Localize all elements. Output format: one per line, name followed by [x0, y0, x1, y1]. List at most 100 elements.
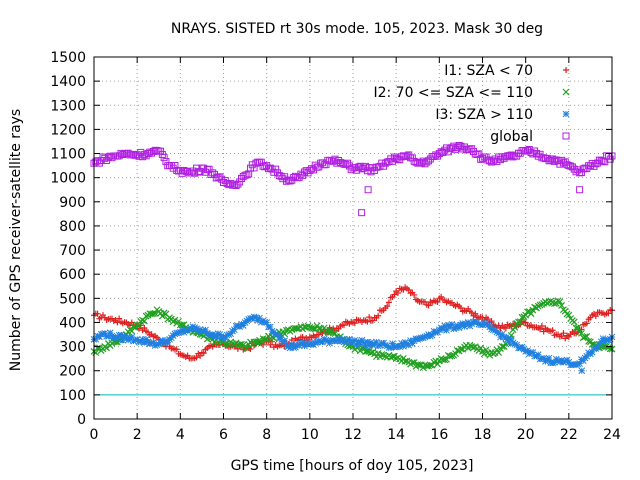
- data-point-fill: [216, 173, 224, 181]
- data-point-fill: [513, 341, 521, 349]
- data-point-fill: [322, 161, 330, 169]
- data-point-fill: [362, 162, 370, 170]
- data-point-fill: [464, 319, 472, 326]
- data-point-fill: [293, 325, 301, 333]
- data-point-fill: [398, 153, 406, 161]
- data-point-fill: [502, 325, 509, 332]
- data-point-fill: [541, 155, 549, 163]
- data-point-fill: [315, 325, 323, 332]
- data-point-fill: [531, 352, 539, 360]
- data-point-fill: [441, 322, 449, 330]
- x-tick-label: 16: [430, 427, 448, 443]
- data-point-fill: [390, 352, 398, 360]
- data-point-fill: [319, 338, 326, 346]
- data-point-fill: [509, 153, 517, 161]
- data-point-fill: [445, 298, 452, 305]
- y-tick-label: 0: [77, 412, 86, 428]
- data-point-fill: [288, 340, 296, 348]
- data-point-fill: [238, 340, 245, 348]
- data-point-fill: [337, 323, 344, 330]
- data-point-fill: [380, 351, 388, 359]
- data-point-fill: [410, 157, 418, 165]
- data-point-fill: [524, 308, 531, 316]
- data-point-fill: [477, 155, 485, 163]
- data-point-fill: [121, 332, 128, 340]
- data-point-fill: [401, 153, 409, 161]
- data-point-fill: [407, 337, 414, 344]
- data-point-fill: [444, 148, 452, 156]
- data-point-fill: [405, 341, 413, 349]
- x-tick-label: 6: [219, 427, 228, 443]
- legend-label: I1: SZA < 70: [444, 63, 533, 79]
- data-point-fill: [412, 362, 420, 370]
- data-point-fill: [400, 342, 407, 350]
- data-point-fill: [398, 339, 405, 347]
- data-point-fill: [160, 154, 168, 162]
- legend-marker: [563, 67, 569, 73]
- data-point-fill: [261, 318, 269, 326]
- data-point-fill: [194, 168, 202, 176]
- outlier-point: [576, 186, 584, 194]
- data-point-fill: [448, 352, 456, 360]
- data-point-fill: [378, 351, 386, 358]
- data-point-fill: [417, 159, 425, 167]
- data-point-fill: [434, 328, 441, 336]
- data-point-fill: [428, 331, 436, 339]
- legend-item: I2: 70 <= SZA <= 110: [373, 85, 570, 101]
- data-point-fill: [466, 341, 474, 349]
- data-point-fill: [488, 325, 495, 333]
- y-tick-label: 600: [59, 267, 86, 283]
- data-point-fill: [347, 339, 355, 347]
- data-point-fill: [131, 324, 139, 331]
- data-point-fill: [341, 322, 348, 329]
- data-point-fill: [292, 324, 299, 332]
- data-point-fill: [184, 167, 192, 175]
- data-point-fill: [394, 289, 401, 296]
- data-point: [306, 166, 314, 174]
- data-point-fill: [259, 162, 267, 170]
- data-point-fill: [286, 344, 294, 352]
- data-point: [252, 314, 260, 321]
- data-point-fill: [367, 349, 375, 357]
- y-tick-label: 1500: [50, 50, 86, 66]
- data-point-fill: [347, 166, 355, 174]
- data-point-fill: [552, 156, 560, 164]
- data-point-fill: [536, 355, 544, 363]
- data-point-fill: [250, 164, 258, 172]
- data-point-fill: [595, 156, 603, 164]
- data-point-fill: [498, 330, 506, 338]
- data-point-fill: [329, 336, 337, 344]
- data-point-fill: [365, 164, 373, 172]
- data-point-fill: [207, 342, 214, 349]
- data-point-fill: [229, 327, 236, 335]
- data-point-fill: [237, 174, 245, 182]
- legend-marker: [562, 88, 570, 96]
- data-point-fill: [549, 359, 556, 367]
- data-point-fill: [257, 158, 265, 166]
- data-point-fill: [529, 349, 537, 356]
- data-point-fill: [443, 326, 450, 334]
- data-point-fill: [153, 341, 161, 349]
- data-point-fill: [114, 334, 121, 342]
- data-point-fill: [453, 346, 461, 354]
- data-point-fill: [300, 168, 308, 176]
- data-point-fill: [92, 158, 100, 166]
- data-point-fill: [212, 332, 220, 340]
- data-point-fill: [308, 340, 315, 348]
- x-tick-label: 14: [387, 427, 405, 443]
- data-point-fill: [342, 160, 350, 168]
- data-point: [101, 329, 109, 337]
- data-point-fill: [421, 160, 429, 168]
- data-point-fill: [143, 328, 150, 335]
- data-point-fill: [572, 168, 580, 176]
- data-point-fill: [214, 173, 222, 181]
- data-point-fill: [385, 299, 392, 306]
- data-point-fill: [326, 157, 334, 165]
- data-point-fill: [432, 357, 440, 365]
- data-point-fill: [164, 339, 172, 347]
- data-point-fill: [142, 312, 150, 320]
- data-point-fill: [482, 320, 490, 328]
- outlier-point: [358, 209, 366, 217]
- legend-label: global: [490, 129, 533, 145]
- data-point: [403, 152, 411, 160]
